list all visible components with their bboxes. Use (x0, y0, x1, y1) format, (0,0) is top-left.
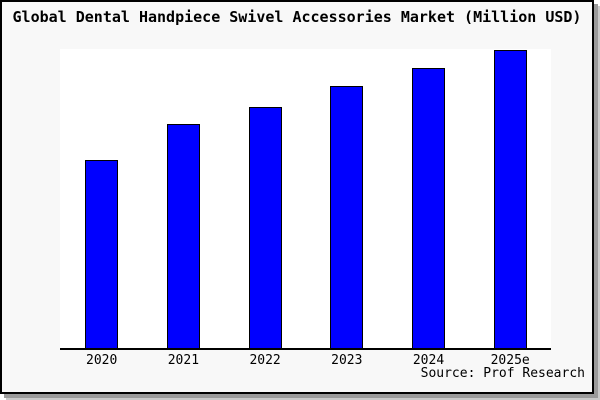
x-tick-label-2023: 2023 (331, 353, 363, 368)
x-tick-label-2020: 2020 (86, 353, 118, 368)
chart-frame: Global Dental Handpiece Swivel Accessori… (0, 0, 594, 394)
bar-2021 (166, 124, 200, 348)
source-credit: Source: Prof Research (420, 366, 585, 381)
x-tick-label-2022: 2022 (249, 353, 281, 368)
x-tick-label-2021: 2021 (167, 353, 200, 368)
x-axis-labels: 2020 2021 2022 2023 2024 2025e (60, 353, 551, 369)
bar-2024 (412, 68, 445, 348)
bar-2020 (85, 160, 119, 348)
plot-area (60, 49, 551, 350)
chart-title: Global Dental Handpiece Swivel Accessori… (12, 8, 582, 26)
bar-2022 (248, 107, 282, 348)
bar-2025e (493, 50, 527, 348)
bar-2023 (330, 86, 364, 348)
x-tick-label-2024: 2024 (412, 353, 445, 368)
x-tick-label-2025e: 2025e (490, 353, 530, 368)
